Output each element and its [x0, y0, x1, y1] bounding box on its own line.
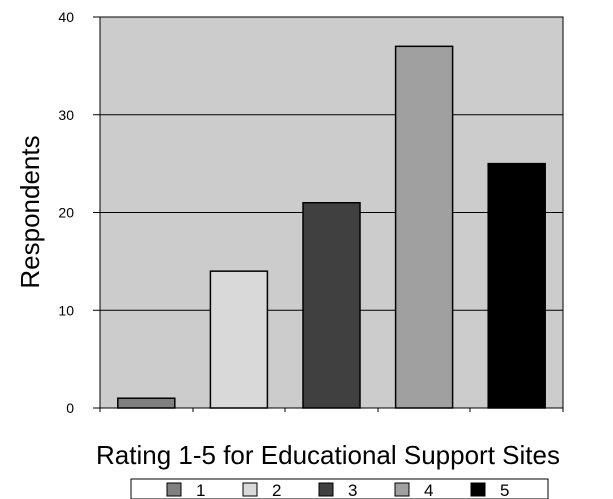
- legend-swatch-1: [166, 482, 182, 497]
- bars: [117, 45, 546, 409]
- y-tick-label: 10: [58, 302, 74, 318]
- legend-label-5: 5: [500, 481, 509, 499]
- y-axis-ticks: 0 10 20 30 40: [58, 9, 564, 416]
- legend-label-1: 1: [196, 481, 205, 499]
- legend-label-2: 2: [272, 481, 281, 499]
- bar-4: [394, 45, 454, 409]
- y-tick-label: 0: [66, 400, 74, 416]
- legend-label-4: 4: [424, 481, 433, 499]
- legend-swatch-2: [242, 482, 258, 497]
- y-tick-label: 40: [58, 9, 74, 25]
- bar-5: [487, 162, 546, 409]
- bar-3: [302, 201, 361, 409]
- legend-frame: [130, 478, 549, 499]
- y-tick-label: 30: [58, 107, 74, 123]
- y-tick-label: 20: [58, 205, 74, 221]
- legend-swatch-5: [470, 482, 486, 497]
- x-axis-title: Rating 1-5 for Educational Support Sites: [96, 440, 560, 470]
- legend-swatch-4: [394, 482, 410, 497]
- bar-1: [117, 397, 176, 409]
- legend-swatch-3: [318, 482, 334, 497]
- legend-label-3: 3: [348, 481, 357, 499]
- legend: 1 2 3 4 5: [130, 478, 549, 499]
- bar-2: [209, 270, 269, 409]
- y-axis-title: Respondents: [15, 135, 45, 288]
